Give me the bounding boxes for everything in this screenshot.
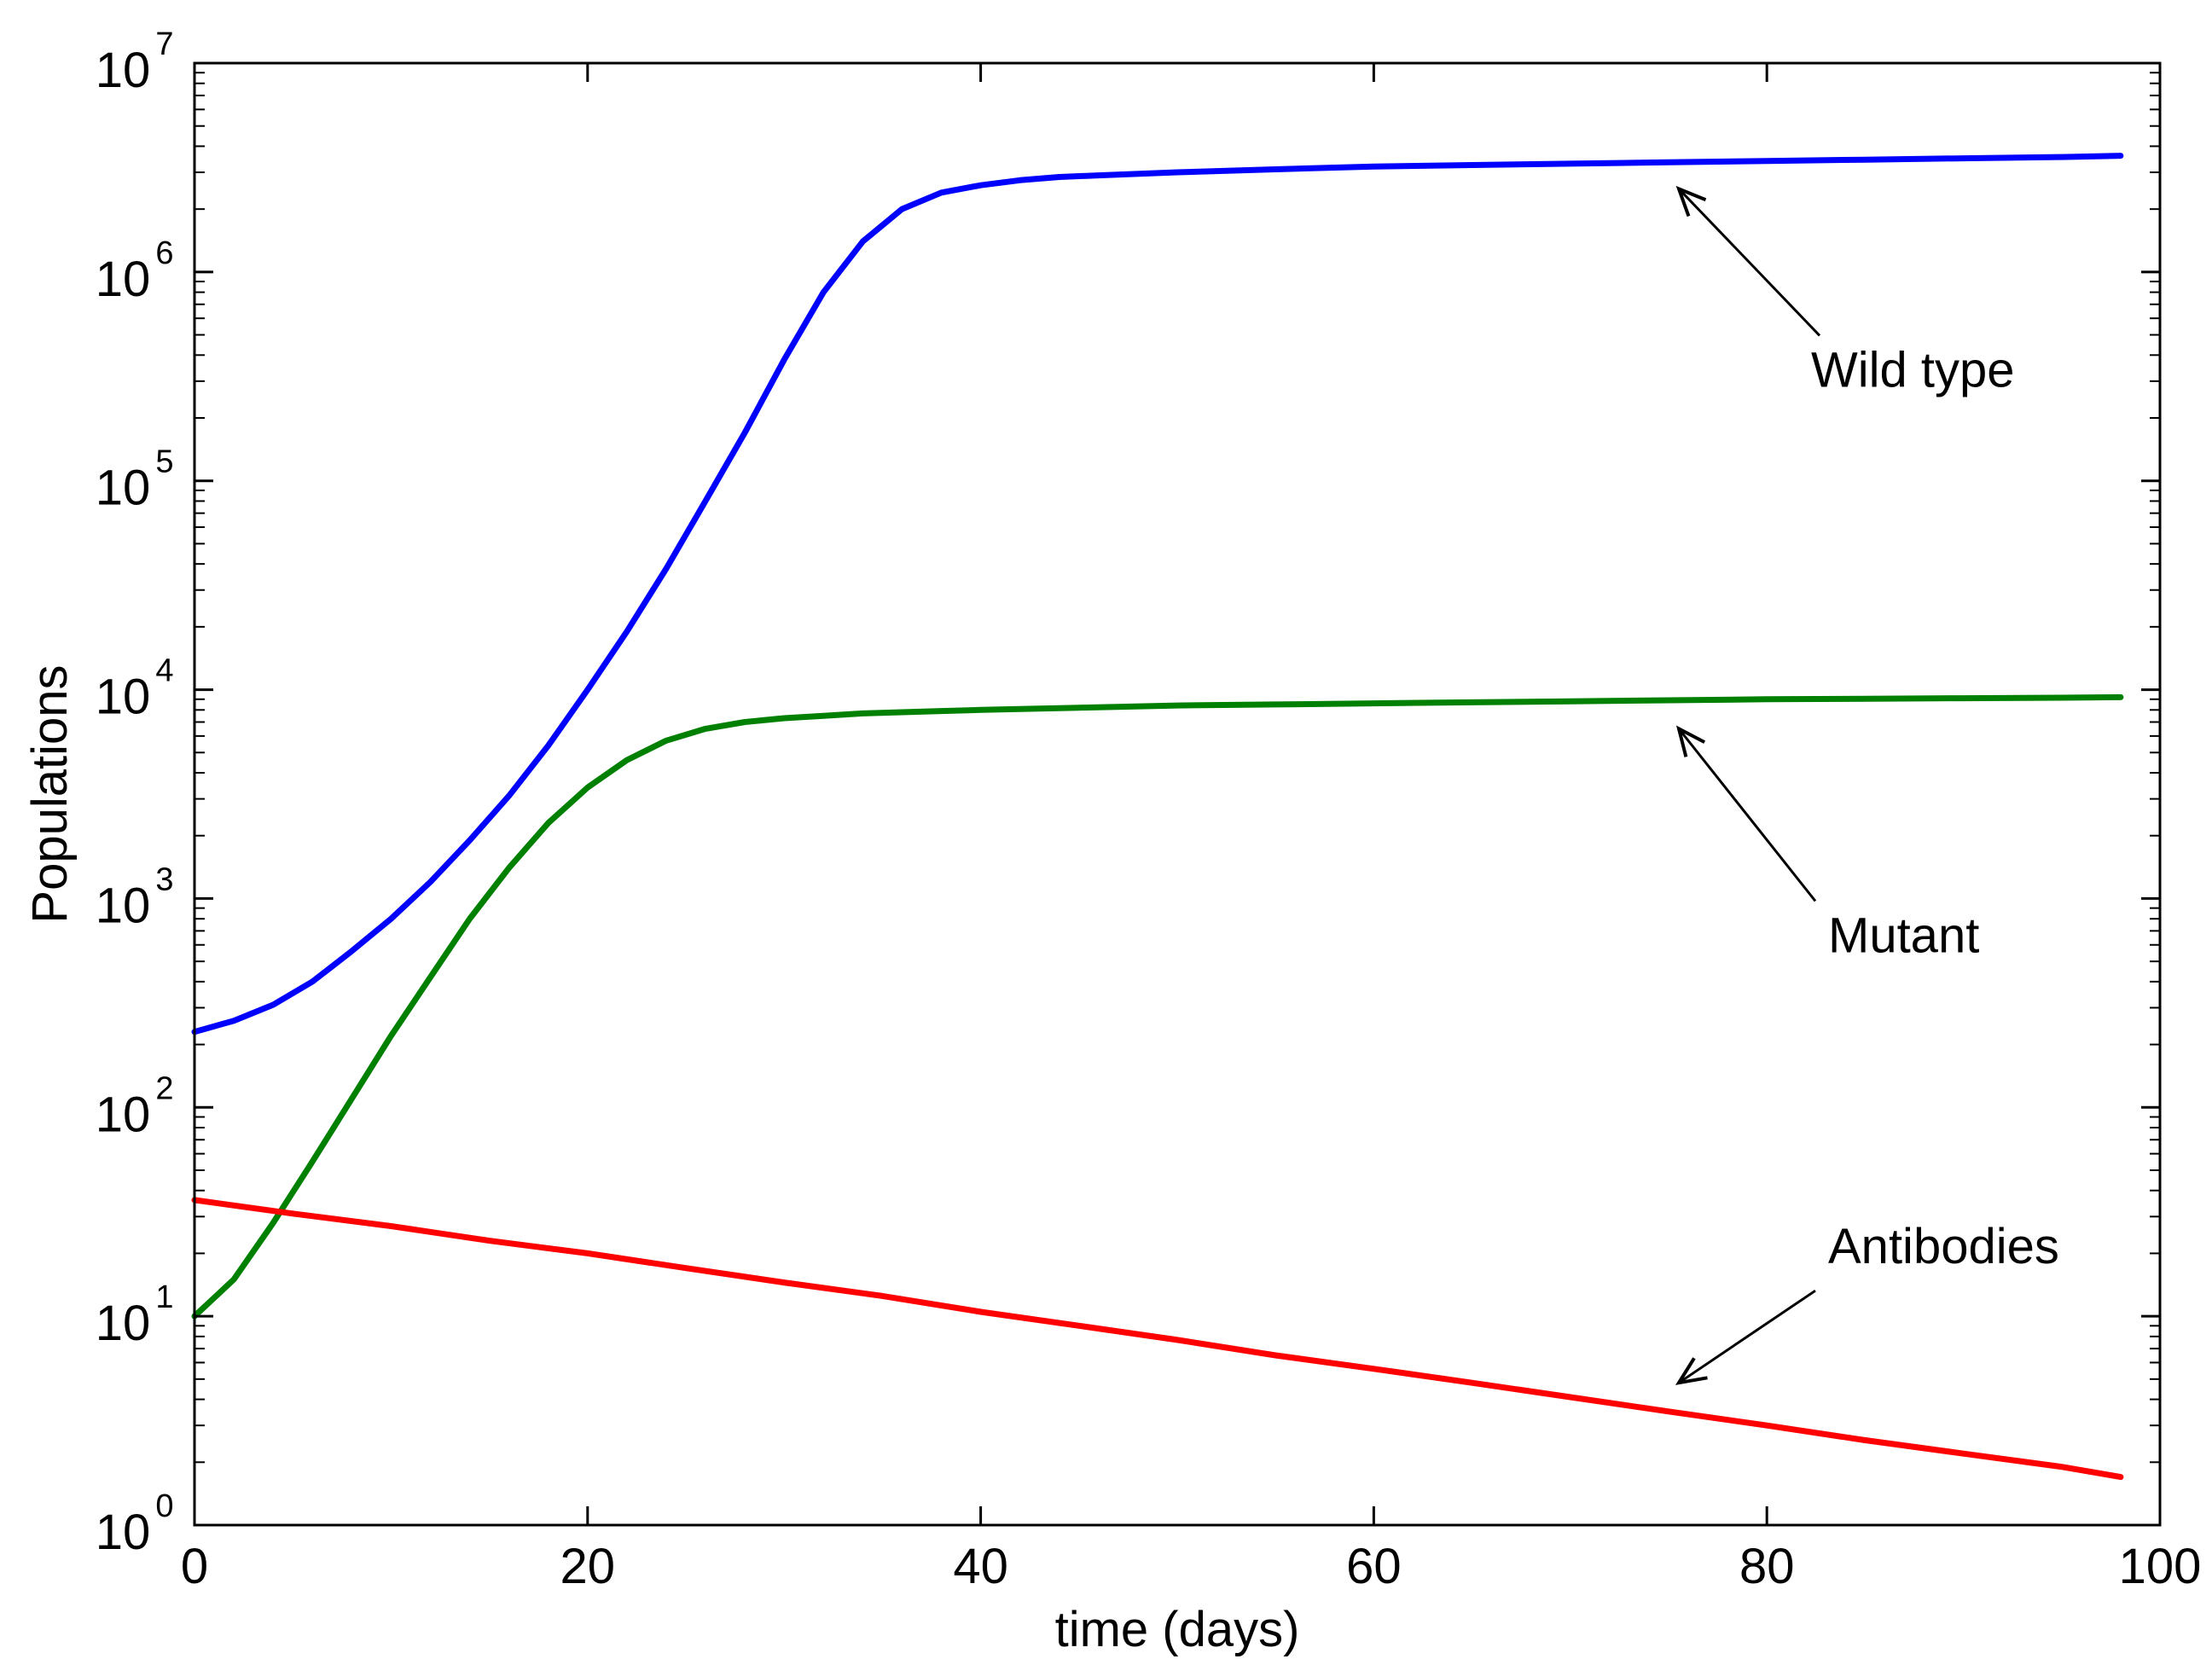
annotation-arrow [1678, 1289, 1816, 1384]
series-line-mutant [191, 693, 2124, 1320]
x-tick-label: 80 [1739, 1539, 1795, 1594]
x-axis-label: time (days) [1055, 1602, 1300, 1657]
series-layer [191, 153, 2124, 1481]
y-tick-label-base: 10 [96, 878, 151, 933]
annotation-antibodies: Antibodies [1675, 1219, 2059, 1385]
y-tick-label-exponent: 4 [155, 653, 173, 689]
axes-frame [193, 61, 2162, 1527]
annotation-arrowhead [1675, 725, 1706, 757]
y-tick-label-base: 10 [96, 43, 151, 98]
y-tick-label-exponent: 0 [155, 1488, 173, 1524]
y-tick-label: 10 2 [96, 1070, 174, 1142]
annotation-label: Wild type [1811, 342, 2015, 397]
annotation-label: Mutant [1828, 908, 1979, 963]
annotation-arrowhead [1675, 185, 1707, 218]
x-tick-label: 40 [953, 1539, 1008, 1594]
annotation-arrowhead [1675, 1357, 1708, 1385]
y-tick-label-exponent: 1 [155, 1279, 173, 1315]
y-tick-label-base: 10 [96, 1505, 151, 1560]
annotation-arrow [1677, 188, 1821, 337]
y-tick-label-exponent: 3 [155, 861, 173, 897]
x-tick-label: 100 [2119, 1539, 2202, 1594]
series-line-wild-type [191, 153, 2124, 1035]
annotation-arrow [1677, 728, 1817, 902]
y-tick-label-base: 10 [96, 252, 151, 307]
y-tick-label: 10 3 [96, 861, 174, 933]
y-tick-label: 10 0 [96, 1488, 174, 1560]
y-tick-label-exponent: 5 [155, 444, 173, 480]
y-tick-label: 10 5 [96, 444, 174, 516]
y-tick-label-base: 10 [96, 1087, 151, 1142]
x-tick-label: 20 [560, 1539, 616, 1594]
y-tick-label-exponent: 6 [155, 235, 173, 271]
series-line-antibodies [191, 1197, 2124, 1481]
y-tick-label: 10 1 [96, 1279, 174, 1351]
y-tick-label: 10 6 [96, 235, 174, 307]
x-tick-label: 0 [181, 1539, 208, 1594]
y-tick-label-base: 10 [96, 1296, 151, 1351]
y-tick-label-exponent: 7 [155, 26, 173, 62]
annotation-mutant: Mutant [1675, 725, 1979, 963]
y-tick-label-base: 10 [96, 670, 151, 725]
y-tick-label: 10 7 [96, 26, 174, 98]
annotation-label: Antibodies [1828, 1219, 2059, 1274]
y-tick-label-base: 10 [96, 461, 151, 516]
x-tick-label: 60 [1346, 1539, 1402, 1594]
y-tick-label: 10 4 [96, 653, 174, 725]
y-tick-label-exponent: 2 [155, 1070, 173, 1106]
plot-background [194, 63, 2160, 1525]
plot-area [194, 63, 2160, 1525]
y-axis-label: Populations [22, 664, 78, 923]
annotation-layer: Wild type Mutant Antibodies [1675, 185, 2059, 1385]
annotation-wild-type: Wild type [1675, 185, 2015, 397]
